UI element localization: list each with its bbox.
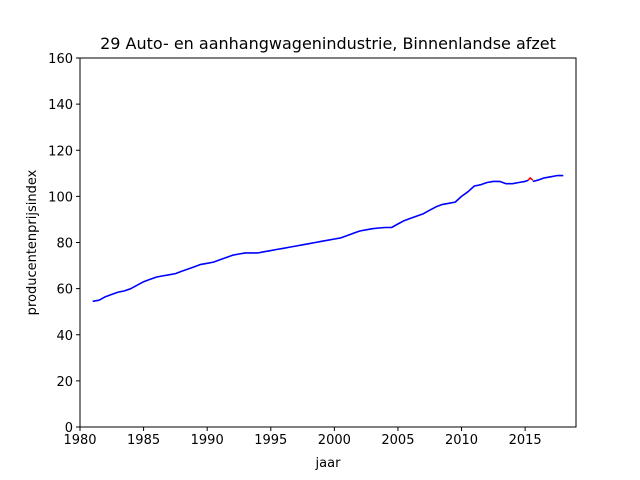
y-tick-label: 20 <box>56 375 73 390</box>
x-tick-label: 2000 <box>318 433 351 448</box>
chart-title: 29 Auto- en aanhangwagenindustrie, Binne… <box>100 34 556 53</box>
y-tick-label: 80 <box>56 237 73 252</box>
y-axis-ticks: 0 20 40 60 80 100 120 140 160 <box>48 52 80 436</box>
y-tick-label: 40 <box>56 329 73 344</box>
y-tick-label: 120 <box>48 144 73 159</box>
y-axis-label: producentenprijsindex <box>25 169 40 315</box>
series-line-1 <box>527 177 534 181</box>
x-tick-label: 1985 <box>127 433 160 448</box>
x-tick-label: 1990 <box>191 433 224 448</box>
y-tick-label: 100 <box>48 190 73 205</box>
x-tick-label: 1995 <box>254 433 287 448</box>
y-tick-label: 140 <box>48 98 73 113</box>
x-tick-label: 2005 <box>381 433 414 448</box>
x-axis-ticks: 1980 1985 1990 1995 2000 2005 2010 2015 <box>63 427 542 448</box>
x-tick-label: 2015 <box>509 433 542 448</box>
series-line-2 <box>532 174 564 183</box>
plot-lines <box>92 174 564 303</box>
series-line-0 <box>92 179 529 303</box>
y-tick-label: 160 <box>48 52 73 67</box>
x-axis-label: jaar <box>315 456 342 471</box>
x-tick-label: 1980 <box>63 433 96 448</box>
x-tick-label: 2010 <box>445 433 478 448</box>
y-tick-label: 60 <box>56 283 73 298</box>
y-tick-label: 0 <box>65 421 73 436</box>
